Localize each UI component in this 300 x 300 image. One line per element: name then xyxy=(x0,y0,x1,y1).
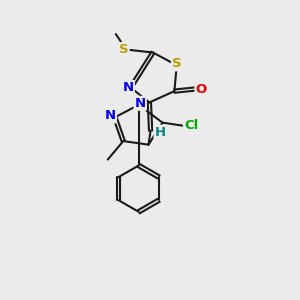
Text: N: N xyxy=(123,81,134,94)
Text: Cl: Cl xyxy=(184,118,198,131)
Text: N: N xyxy=(105,109,116,122)
Text: S: S xyxy=(172,57,182,70)
Text: H: H xyxy=(154,126,166,139)
Text: S: S xyxy=(119,43,129,56)
Text: O: O xyxy=(196,82,207,96)
Text: N: N xyxy=(135,97,146,110)
